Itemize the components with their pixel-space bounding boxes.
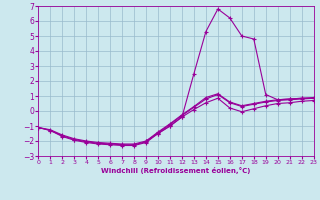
X-axis label: Windchill (Refroidissement éolien,°C): Windchill (Refroidissement éolien,°C) — [101, 167, 251, 174]
